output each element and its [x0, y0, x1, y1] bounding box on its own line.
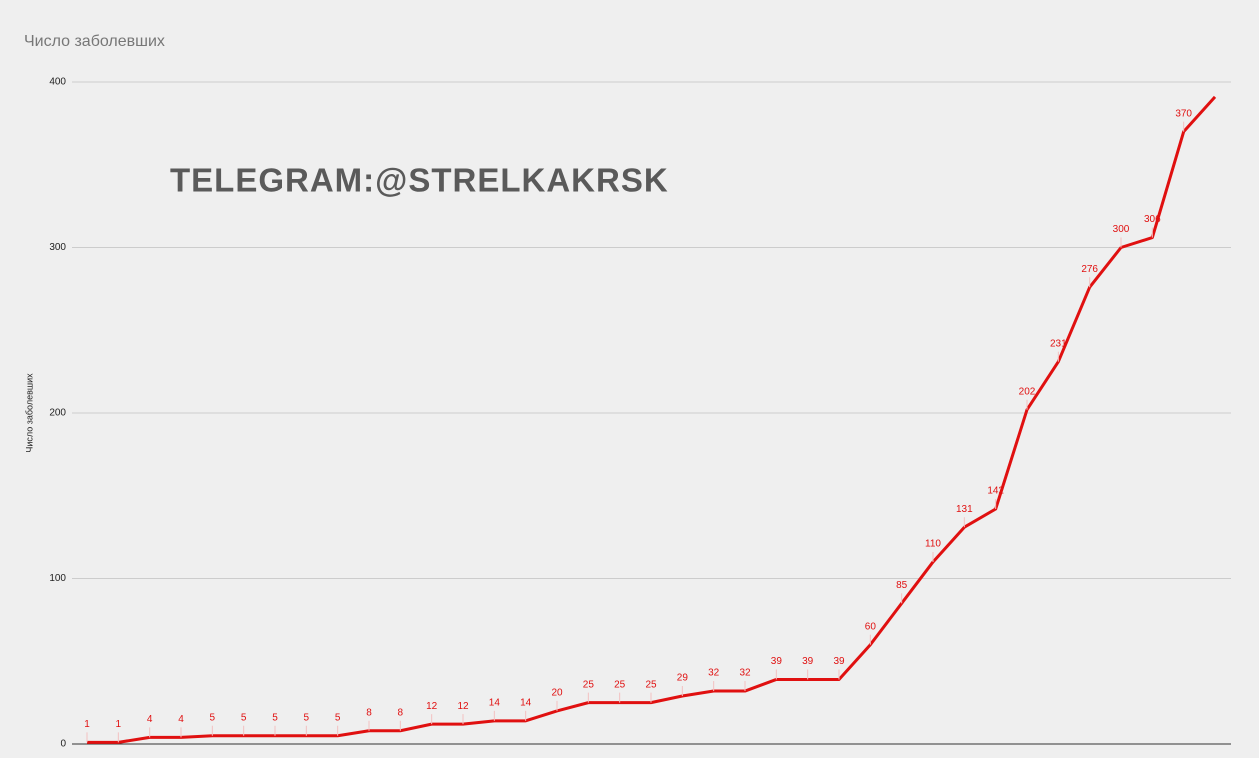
y-tick-label: 300 [49, 242, 66, 253]
y-tick-label: 400 [49, 77, 66, 88]
data-label: 85 [896, 580, 908, 591]
data-label: 306 [1144, 214, 1161, 225]
data-label: 25 [614, 679, 626, 690]
data-label: 142 [987, 486, 1004, 497]
data-label: 25 [583, 679, 595, 690]
data-label: 8 [398, 707, 404, 718]
data-label: 4 [178, 714, 184, 725]
data-label: 370 [1175, 108, 1192, 119]
data-label: 14 [489, 697, 501, 708]
data-label: 25 [645, 679, 657, 690]
data-label: 39 [802, 656, 814, 667]
data-label: 231 [1050, 338, 1067, 349]
data-label: 1 [84, 719, 90, 730]
data-label: 131 [956, 504, 973, 515]
data-label: 300 [1113, 224, 1130, 235]
data-label: 202 [1019, 386, 1036, 397]
watermark: TELEGRAM:@STRELKAKRSK [170, 162, 669, 199]
data-label: 1 [116, 719, 122, 730]
data-label: 39 [771, 656, 783, 667]
data-label: 8 [366, 707, 372, 718]
data-label: 110 [925, 539, 941, 550]
data-label: 39 [833, 656, 845, 667]
data-label: 4 [147, 714, 153, 725]
data-label: 14 [520, 697, 532, 708]
data-label: 5 [241, 712, 247, 723]
data-label: 5 [210, 712, 216, 723]
data-label: 5 [272, 712, 278, 723]
data-label: 5 [335, 712, 341, 723]
data-label: 12 [426, 701, 438, 712]
y-tick-label: 100 [49, 573, 66, 584]
data-label: 32 [708, 668, 720, 679]
data-label: 32 [739, 668, 751, 679]
y-tick-label: 200 [49, 408, 66, 419]
chart-title: Число заболевших [24, 33, 165, 50]
data-label: 5 [304, 712, 310, 723]
data-label: 60 [865, 621, 877, 632]
data-label: 20 [551, 688, 563, 699]
data-label: 29 [677, 673, 689, 684]
data-label: 276 [1081, 264, 1098, 275]
data-label: 12 [457, 701, 469, 712]
y-axis-label: Число заболевших [24, 373, 34, 453]
y-tick-label: 0 [60, 739, 66, 750]
